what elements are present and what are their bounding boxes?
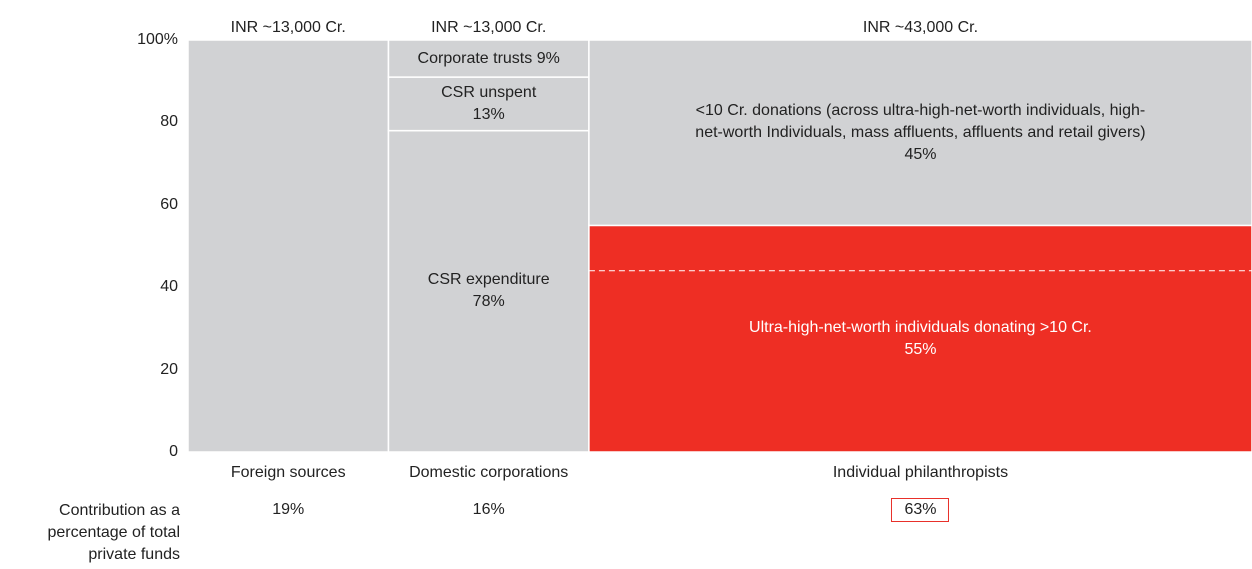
segment (588, 224, 1252, 453)
segment-label: <10 Cr. donations (across ultra-high-net… (685, 100, 1155, 166)
category-label: Domestic corporations (409, 464, 569, 481)
y-tick-label: 0 (169, 443, 178, 460)
y-tick-label: 100% (137, 31, 178, 48)
segment-name: Ultra-high-net-worth individuals donatin… (749, 318, 1092, 336)
segment-label: CSR expenditure 78% (398, 269, 578, 313)
y-tick-label: 80 (160, 113, 178, 131)
segment-value: 9% (536, 49, 560, 67)
y-tick-label: 20 (160, 360, 178, 378)
segment-value: 78% (472, 293, 505, 311)
contribution-value: 16% (472, 501, 505, 518)
segment (588, 39, 1252, 227)
segment (387, 129, 590, 453)
width-label: INR ~13,000 Cr. (230, 19, 346, 36)
width-label: INR ~13,000 Cr. (431, 19, 547, 36)
segment-label: Corporate trusts 9% (398, 48, 578, 70)
segment-name: CSR expenditure (427, 271, 550, 289)
contribution-value: 63% (891, 498, 950, 522)
segment-name: <10 Cr. donations (across ultra-high-net… (695, 101, 1146, 141)
segment-name: CSR unspent (441, 83, 537, 101)
segment-value: 45% (904, 145, 937, 163)
contribution-label: 16% (473, 499, 505, 521)
y-tick-label: 40 (160, 278, 178, 296)
segment-name: Corporate trusts (417, 49, 533, 67)
segment-label: CSR unspent 13% (398, 82, 578, 126)
segment-value: 13% (472, 105, 505, 123)
segment-value: 55% (904, 340, 937, 358)
contribution-label: 19% (272, 499, 304, 521)
row-label: Contribution as a percentage of total pr… (47, 502, 180, 563)
contribution-label: 63% (891, 498, 950, 522)
width-label: INR ~43,000 Cr. (862, 19, 979, 36)
contribution-value: 19% (272, 501, 305, 518)
y-tick-label: 60 (160, 195, 178, 213)
category-label: Individual philanthropists (832, 464, 1009, 481)
category-label: Foreign sources (230, 464, 346, 481)
segment-label: Ultra-high-net-worth individuals donatin… (685, 317, 1155, 361)
segment (187, 39, 390, 453)
